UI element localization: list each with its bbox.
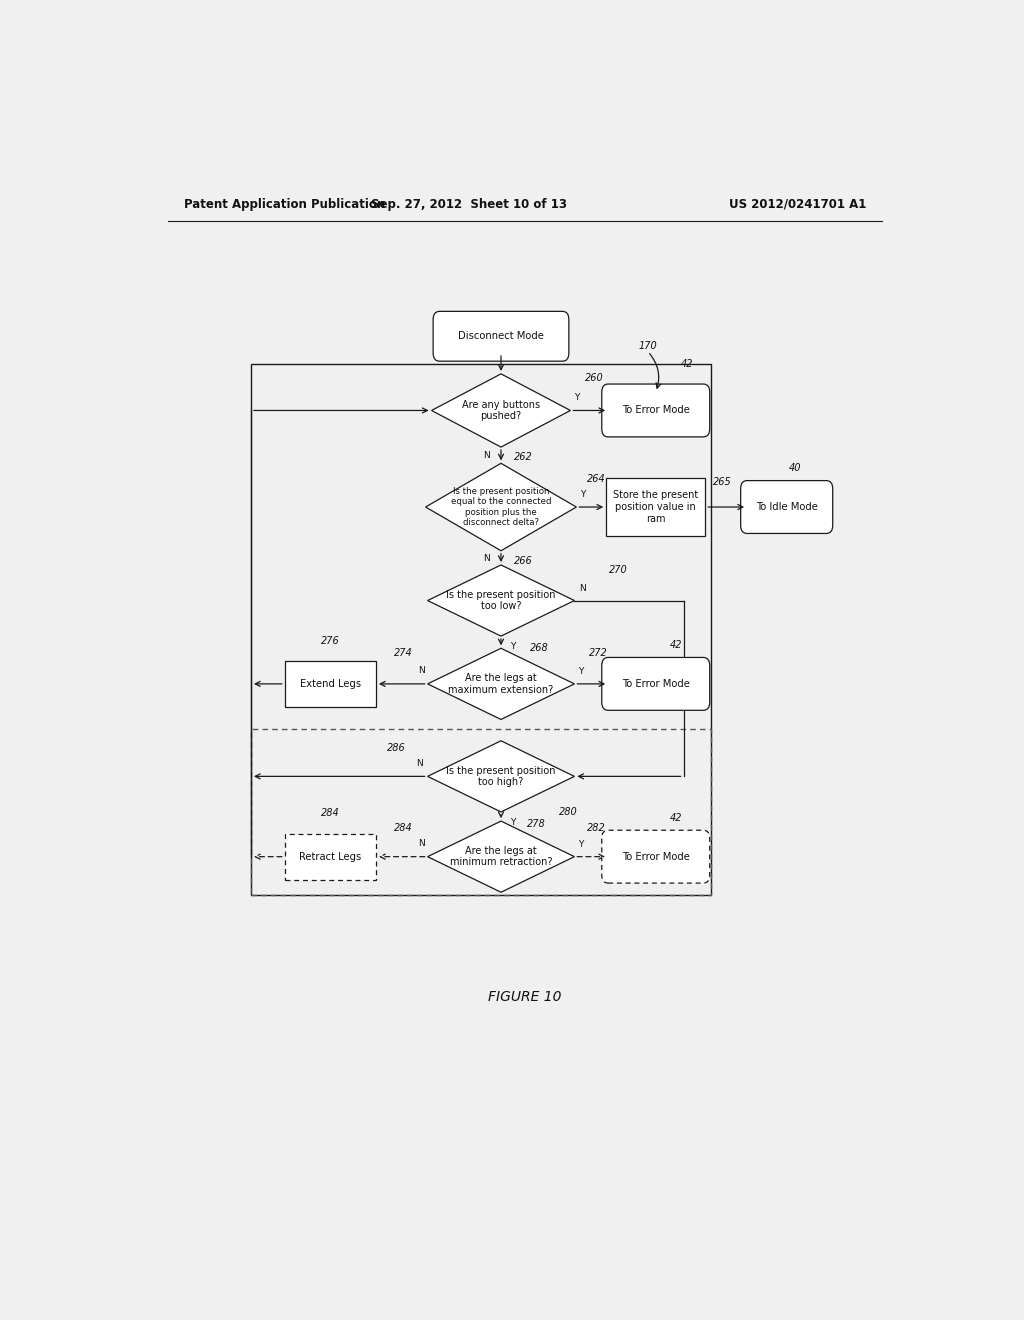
Bar xyxy=(285,834,376,879)
Text: Are the legs at
maximum extension?: Are the legs at maximum extension? xyxy=(449,673,554,694)
Text: 42: 42 xyxy=(670,813,682,824)
Text: 42: 42 xyxy=(681,359,693,368)
Text: Y: Y xyxy=(510,817,515,826)
Text: Is the present position
too low?: Is the present position too low? xyxy=(446,590,556,611)
Bar xyxy=(251,729,712,895)
Text: Retract Legs: Retract Legs xyxy=(299,851,361,862)
Text: Y: Y xyxy=(579,667,584,676)
FancyBboxPatch shape xyxy=(602,657,710,710)
Polygon shape xyxy=(428,565,574,636)
Text: N: N xyxy=(483,450,490,459)
Text: Y: Y xyxy=(510,642,515,651)
Polygon shape xyxy=(428,648,574,719)
Text: Are any buttons
pushed?: Are any buttons pushed? xyxy=(462,400,540,421)
Text: Is the present position
equal to the connected
position plus the
disconnect delt: Is the present position equal to the con… xyxy=(451,487,551,527)
Text: 42: 42 xyxy=(670,640,682,651)
Text: 276: 276 xyxy=(321,636,340,645)
Text: Is the present position
too high?: Is the present position too high? xyxy=(446,766,556,787)
Text: 264: 264 xyxy=(587,474,605,483)
Text: Extend Legs: Extend Legs xyxy=(300,678,360,689)
FancyBboxPatch shape xyxy=(602,830,710,883)
Text: To Error Mode: To Error Mode xyxy=(622,678,690,689)
Polygon shape xyxy=(428,741,574,812)
Bar xyxy=(606,478,706,536)
Text: Disconnect Mode: Disconnect Mode xyxy=(458,331,544,342)
Text: 270: 270 xyxy=(608,565,628,576)
Text: 278: 278 xyxy=(527,820,546,829)
Text: Y: Y xyxy=(580,490,586,499)
Text: To Idle Mode: To Idle Mode xyxy=(756,502,817,512)
Text: To Error Mode: To Error Mode xyxy=(622,851,690,862)
Text: 268: 268 xyxy=(529,643,549,653)
Text: Y: Y xyxy=(579,840,584,849)
Text: 286: 286 xyxy=(386,743,406,752)
FancyBboxPatch shape xyxy=(740,480,833,533)
Text: US 2012/0241701 A1: US 2012/0241701 A1 xyxy=(729,198,866,211)
Text: Patent Application Publication: Patent Application Publication xyxy=(183,198,385,211)
Text: Y: Y xyxy=(574,393,580,401)
FancyBboxPatch shape xyxy=(602,384,710,437)
Text: 40: 40 xyxy=(788,463,801,474)
Bar xyxy=(251,364,712,895)
Text: Are the legs at
minimum retraction?: Are the legs at minimum retraction? xyxy=(450,846,552,867)
Text: 266: 266 xyxy=(514,556,532,566)
Bar xyxy=(285,661,376,706)
Polygon shape xyxy=(431,374,570,447)
Text: 284: 284 xyxy=(394,824,413,833)
Polygon shape xyxy=(428,821,574,892)
Text: 260: 260 xyxy=(585,374,603,383)
Text: 262: 262 xyxy=(514,453,532,462)
Polygon shape xyxy=(426,463,577,550)
Text: N: N xyxy=(417,759,423,768)
Text: 272: 272 xyxy=(589,648,607,659)
Text: 280: 280 xyxy=(559,807,578,817)
Text: Sep. 27, 2012  Sheet 10 of 13: Sep. 27, 2012 Sheet 10 of 13 xyxy=(372,198,567,211)
Text: Store the present
position value in
ram: Store the present position value in ram xyxy=(613,491,698,524)
Text: 274: 274 xyxy=(394,648,413,659)
Text: N: N xyxy=(483,554,490,564)
Text: 284: 284 xyxy=(321,808,340,818)
Text: FIGURE 10: FIGURE 10 xyxy=(488,990,561,1005)
Text: 265: 265 xyxy=(714,477,732,487)
Text: N: N xyxy=(579,583,586,593)
FancyBboxPatch shape xyxy=(433,312,569,362)
Text: 170: 170 xyxy=(638,342,657,351)
Text: To Error Mode: To Error Mode xyxy=(622,405,690,416)
Text: 282: 282 xyxy=(587,824,606,833)
Text: N: N xyxy=(418,840,425,847)
Text: N: N xyxy=(418,667,425,675)
